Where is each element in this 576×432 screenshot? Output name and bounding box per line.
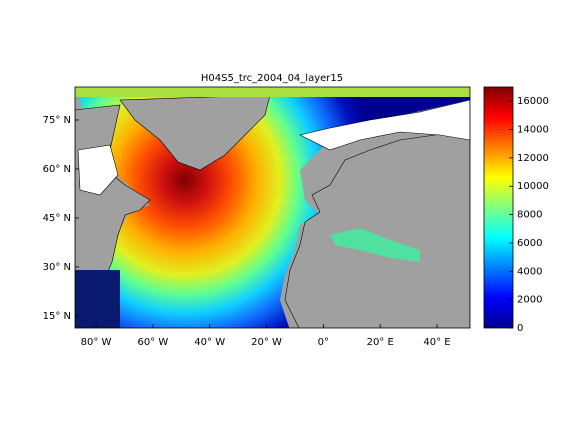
x-tick-label: 40° E	[423, 337, 450, 348]
map-area	[75, 87, 470, 328]
hudson-ice	[77, 144, 119, 196]
map-frame	[74, 86, 471, 329]
y-tick-label: 15° N	[43, 311, 71, 322]
colorbar-tick-label: 12000	[517, 153, 549, 164]
x-tick-label: 60° W	[137, 337, 168, 348]
colorbar	[483, 86, 514, 329]
mediterranean	[330, 228, 420, 262]
y-tick-label: 30° N	[43, 262, 71, 273]
colorbar-tick-label: 10000	[517, 181, 549, 192]
x-tick-label: 0°	[318, 337, 329, 348]
colorbar-tick-label: 6000	[517, 238, 542, 249]
y-tick-label: 75° N	[43, 115, 71, 126]
arctic-strip	[75, 87, 470, 97]
x-tick-label: 40° W	[194, 337, 225, 348]
y-tick-label: 60° N	[43, 164, 71, 175]
x-tick-label: 80° W	[81, 337, 112, 348]
x-tick-label: 20° E	[367, 337, 394, 348]
y-tick-label: 45° N	[43, 213, 71, 224]
colorbar-tick-label: 8000	[517, 210, 542, 221]
colorbar-tick-label: 0	[517, 323, 523, 334]
gulf-field	[75, 270, 120, 328]
colorbar-tick-label: 16000	[517, 96, 549, 107]
x-tick-label: 20° W	[251, 337, 282, 348]
europe-africa	[284, 129, 470, 328]
greenland	[119, 94, 271, 171]
colorbar-tick-label: 14000	[517, 125, 549, 136]
title: H04S5_trc_2004_04_layer15	[201, 73, 343, 84]
colorbar-tick-label: 2000	[517, 295, 542, 306]
arctic-ice	[299, 99, 470, 151]
colorbar-tick-label: 4000	[517, 266, 542, 277]
